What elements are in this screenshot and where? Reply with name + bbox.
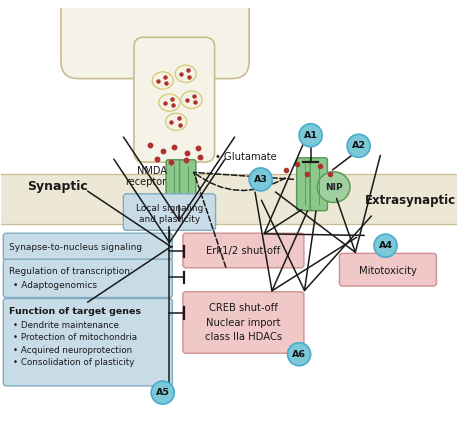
Text: A2: A2 [352, 141, 365, 150]
Text: • Protection of mitochondria: • Protection of mitochondria [13, 333, 137, 342]
Text: class IIa HDACs: class IIa HDACs [205, 332, 282, 342]
Text: • Glutamate: • Glutamate [215, 152, 276, 162]
FancyBboxPatch shape [134, 37, 215, 162]
Text: and plasticity: and plasticity [139, 215, 200, 224]
Text: • Consolidation of plasticity: • Consolidation of plasticity [13, 358, 134, 367]
Text: A1: A1 [304, 131, 318, 140]
Text: CREB shut-off: CREB shut-off [209, 303, 278, 313]
FancyBboxPatch shape [183, 292, 304, 353]
FancyBboxPatch shape [1, 174, 456, 223]
Circle shape [151, 381, 174, 404]
FancyBboxPatch shape [310, 158, 328, 211]
Text: • Dendrite maintenance: • Dendrite maintenance [13, 321, 119, 330]
Text: Synaptic: Synaptic [27, 180, 88, 193]
FancyBboxPatch shape [180, 160, 196, 205]
FancyBboxPatch shape [3, 233, 173, 260]
Text: Function of target genes: Function of target genes [9, 307, 141, 316]
FancyBboxPatch shape [339, 253, 437, 286]
FancyBboxPatch shape [123, 194, 216, 230]
Text: Synapse-to-nucleus signaling: Synapse-to-nucleus signaling [9, 243, 142, 252]
Text: Erk1/2 shut-off: Erk1/2 shut-off [206, 247, 281, 256]
Ellipse shape [181, 91, 202, 108]
Ellipse shape [165, 113, 187, 131]
Text: • Adaptogenomics: • Adaptogenomics [13, 281, 97, 290]
Text: A4: A4 [379, 241, 392, 250]
FancyBboxPatch shape [297, 158, 314, 211]
Text: Regulation of transcription:: Regulation of transcription: [9, 267, 133, 276]
Ellipse shape [317, 172, 350, 202]
Circle shape [249, 168, 272, 191]
FancyBboxPatch shape [166, 160, 182, 205]
Text: Mitotoxicity: Mitotoxicity [358, 266, 416, 276]
FancyBboxPatch shape [3, 259, 173, 297]
Ellipse shape [152, 72, 173, 89]
FancyBboxPatch shape [183, 233, 304, 268]
FancyBboxPatch shape [61, 0, 249, 79]
Circle shape [347, 134, 370, 158]
Circle shape [288, 343, 310, 366]
Text: Local signaling: Local signaling [136, 204, 203, 213]
Ellipse shape [175, 65, 196, 83]
Circle shape [299, 124, 322, 147]
Text: A6: A6 [292, 350, 306, 359]
FancyBboxPatch shape [3, 298, 173, 386]
Ellipse shape [159, 94, 180, 111]
Text: Nuclear import: Nuclear import [206, 318, 281, 327]
Text: Extrasynaptic: Extrasynaptic [365, 194, 456, 207]
Text: • Acquired neuroprotection: • Acquired neuroprotection [13, 346, 132, 355]
Text: A5: A5 [156, 388, 170, 397]
Text: receptor: receptor [126, 177, 166, 187]
Text: NMDA: NMDA [137, 166, 166, 176]
Circle shape [374, 234, 397, 257]
Text: NIP: NIP [325, 183, 343, 192]
Text: A3: A3 [254, 175, 268, 184]
